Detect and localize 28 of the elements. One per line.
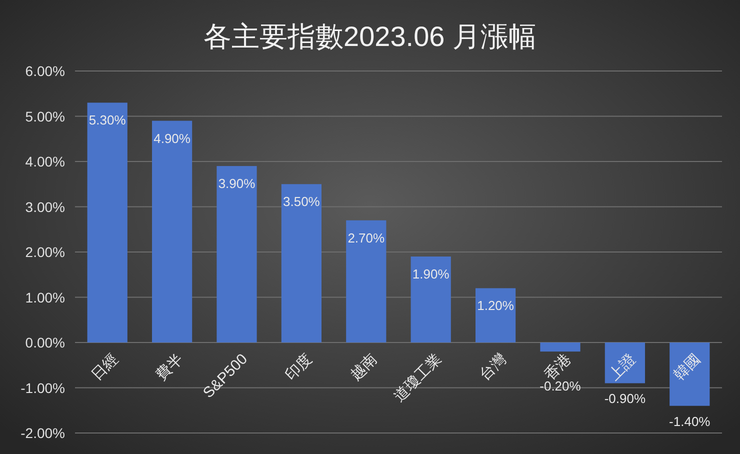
y-tick-label: -2.00% [20,425,65,441]
x-tick-label: 韓國 [670,350,704,384]
x-tick-label: 印度 [282,350,316,384]
data-label: 3.50% [283,194,320,210]
y-tick-label: 0.00% [25,334,65,350]
data-label: 1.90% [412,266,450,282]
y-tick-label: 6.00% [25,63,65,79]
data-label: -0.90% [604,391,646,406]
y-tick-label: 1.00% [25,289,65,306]
data-label: 5.30% [88,112,126,128]
y-tick-label: 3.00% [25,198,65,215]
data-label: 4.90% [154,130,191,146]
data-label: -1.40% [669,414,711,429]
data-label: -0.20% [540,378,582,394]
y-tick-label: 2.00% [25,244,65,260]
y-tick-label: 5.00% [25,108,65,124]
chart-title: 各主要指數2023.06 月漲幅 [204,21,536,52]
y-tick-label: -1.00% [20,380,65,396]
y-tick-label: 4.00% [25,154,65,170]
x-tick-label: 上證 [606,350,640,384]
x-tick-label: 道瓊工業 [390,350,446,406]
x-tick-label: 台灣 [476,350,510,384]
data-label: 3.90% [218,176,256,192]
x-tick-label: 費半 [153,350,186,384]
data-label: 2.70% [348,230,386,246]
x-tick-label: 越南 [347,350,380,384]
data-label: 1.20% [477,298,514,314]
x-tick-label: 日經 [88,350,122,384]
